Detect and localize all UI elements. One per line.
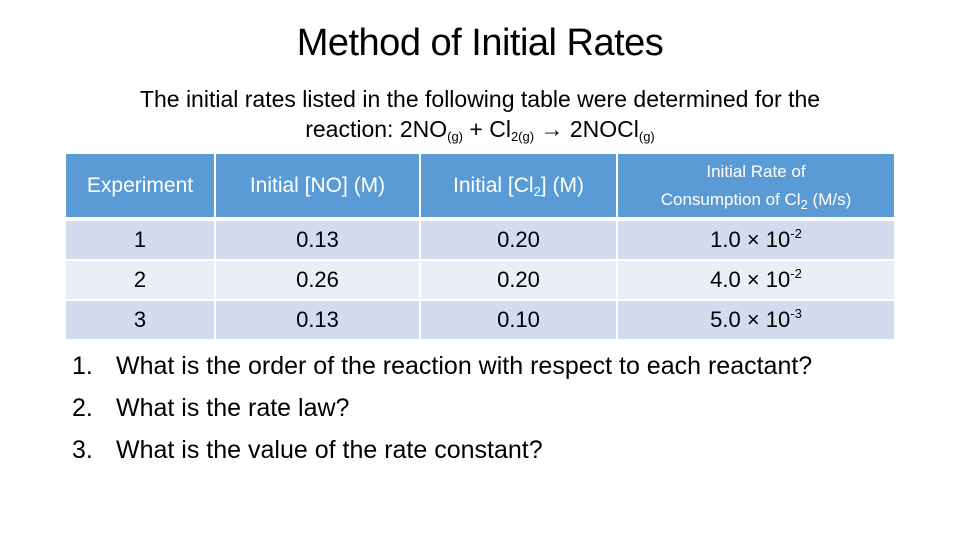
question-item: 2. What is the rate law? <box>72 392 872 424</box>
table-row: 3 0.13 0.10 5.0 × 10-3 <box>66 301 894 341</box>
header-rate-sub: 2 <box>800 196 808 212</box>
table-header-row: Experiment Initial [NO] (M) Initial [Cl2… <box>66 154 894 221</box>
table-row: 1 0.13 0.20 1.0 × 10-2 <box>66 221 894 261</box>
cell-initial-rate: 4.0 × 10-2 <box>618 261 894 301</box>
cell-initial-no: 0.13 <box>216 221 421 261</box>
question-number: 3. <box>72 436 93 464</box>
rate-exponent: -2 <box>790 226 802 241</box>
question-list: 1. What is the order of the reaction with… <box>72 350 872 476</box>
header-initial-no: Initial [NO] (M) <box>216 154 421 221</box>
cell-initial-no: 0.13 <box>216 301 421 341</box>
question-number: 1. <box>72 352 93 380</box>
cell-experiment: 2 <box>66 261 216 301</box>
table-row: 2 0.26 0.20 4.0 × 10-2 <box>66 261 894 301</box>
header-rate-suffix: (M/s) <box>807 189 852 209</box>
rate-base: 1.0 × 10 <box>710 227 791 252</box>
cell-initial-no: 0.26 <box>216 261 421 301</box>
cell-experiment: 3 <box>66 301 216 341</box>
question-number: 2. <box>72 394 93 422</box>
cell-initial-cl2: 0.20 <box>421 261 618 301</box>
header-initial-cl2: Initial [Cl2] (M) <box>421 154 618 221</box>
question-item: 1. What is the order of the reaction with… <box>72 350 872 382</box>
reaction-reactant-no: reaction: 2NO <box>305 116 448 142</box>
intro-text: The initial rates listed in the followin… <box>60 84 900 144</box>
header-experiment: Experiment <box>66 154 216 221</box>
header-initial-rate: Initial Rate of Consumption of Cl2 (M/s) <box>618 154 894 221</box>
header-rate-line-1: Initial Rate of <box>706 161 806 181</box>
header-cl2-prefix: Initial [Cl <box>453 173 534 197</box>
header-rate-line-2: Consumption of Cl2 (M/s) <box>622 186 890 214</box>
reaction-arrow-icon: → <box>534 116 570 142</box>
reaction-equation: reaction: 2NO(g) + Cl2(g) → 2NOCl(g) <box>60 114 900 144</box>
question-text: What is the rate law? <box>116 394 350 422</box>
rate-exponent: -2 <box>790 266 802 281</box>
header-cl2-sub: 2 <box>533 183 541 199</box>
page-title: Method of Initial Rates <box>296 22 664 64</box>
cell-experiment: 1 <box>66 221 216 261</box>
rate-exponent: -3 <box>790 306 802 321</box>
header-rate-prefix: Consumption of Cl <box>660 189 801 209</box>
rate-base: 4.0 × 10 <box>710 267 791 292</box>
reaction-reactant-cl2: + Cl <box>463 116 511 142</box>
cell-initial-rate: 5.0 × 10-3 <box>618 301 894 341</box>
cl2-state: 2(g) <box>510 129 535 144</box>
cell-initial-cl2: 0.20 <box>421 221 618 261</box>
question-item: 3. What is the value of the rate constant… <box>72 434 872 466</box>
cell-initial-cl2: 0.10 <box>421 301 618 341</box>
no-state: (g) <box>447 129 464 144</box>
product-state: (g) <box>638 129 655 144</box>
reaction-product: 2NOCl <box>569 116 639 142</box>
header-cl2-suffix: ] (M) <box>540 173 584 197</box>
question-text: What is the order of the reaction with r… <box>116 352 813 380</box>
initial-rates-table: Experiment Initial [NO] (M) Initial [Cl2… <box>66 154 894 341</box>
question-text: What is the value of the rate constant? <box>116 436 543 464</box>
intro-line-1: The initial rates listed in the followin… <box>139 86 821 112</box>
rate-base: 5.0 × 10 <box>710 307 791 332</box>
cell-initial-rate: 1.0 × 10-2 <box>618 221 894 261</box>
